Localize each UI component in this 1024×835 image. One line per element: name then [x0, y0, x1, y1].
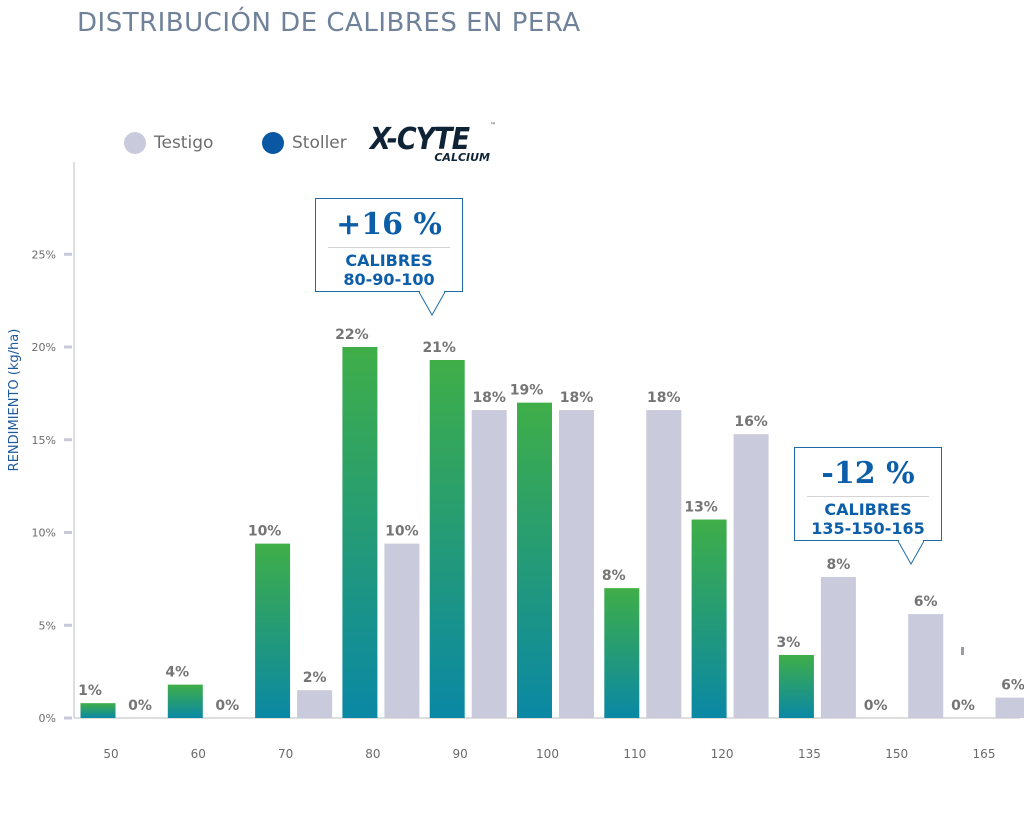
legend-swatch-stoller: [262, 132, 284, 154]
callout-decrease-line2: 135-150-165: [811, 519, 925, 538]
y-tick-mark: [64, 345, 72, 349]
bar-testigo-110: [646, 410, 682, 718]
legend-label-stoller: Stoller: [292, 133, 347, 153]
x-tick-label: 135: [798, 747, 821, 761]
y-tick-label: 15%: [32, 434, 56, 447]
x-tick-label: 70: [278, 747, 293, 761]
x-tick-label: 150: [885, 747, 908, 761]
data-label-stoller-90: 21%: [422, 340, 456, 356]
y-tick-mark: [64, 438, 72, 442]
brand-logo-sub: CALCIUM: [434, 151, 490, 164]
bar-stoller-135: [778, 654, 814, 718]
bar-testigo-165: [995, 697, 1024, 718]
data-label-testigo-90: 18%: [472, 390, 506, 406]
bar-testigo-90: [471, 410, 507, 718]
bar-stoller-100: [517, 402, 552, 718]
chart-bars: [80, 347, 1024, 718]
data-label-testigo-70: 2%: [303, 670, 327, 686]
callout-decrease-line1: CALIBRES: [824, 500, 912, 519]
stray-mark: [961, 647, 964, 655]
data-label-testigo-60: 0%: [215, 698, 239, 714]
data-label-stoller-165: 0%: [951, 698, 975, 714]
bar-testigo-135: [820, 577, 856, 718]
brand-logo-tm: ™: [490, 122, 496, 129]
data-label-testigo-135: 8%: [827, 557, 851, 573]
y-tick-label: 20%: [32, 341, 56, 354]
callout-divider: [328, 247, 450, 248]
callout-increase-percent: +16 %: [336, 207, 442, 242]
legend-label-testigo: Testigo: [154, 133, 214, 153]
data-label-testigo-150: 6%: [914, 594, 938, 610]
bar-stoller-90: [429, 359, 465, 718]
bar-stoller-60: [167, 684, 203, 718]
bar-stoller-80: [342, 347, 378, 718]
data-label-stoller-60: 4%: [165, 665, 189, 681]
callout-decrease: -12 % CALIBRES 135-150-165: [794, 447, 942, 566]
bar-stoller-110: [604, 588, 640, 718]
x-tick-label: 90: [453, 747, 468, 761]
x-tick-label: 100: [536, 747, 559, 761]
data-label-testigo-80: 10%: [385, 524, 419, 540]
callout-decrease-percent: -12 %: [821, 456, 915, 491]
bar-stoller-120: [691, 519, 727, 718]
data-label-stoller-150: 0%: [864, 698, 888, 714]
callout-increase-line1: CALIBRES: [345, 251, 433, 270]
bar-testigo-80: [384, 543, 420, 718]
data-label-stoller-120: 13%: [684, 500, 718, 516]
chart-title: DISTRIBUCIÓN DE CALIBRES EN PERA: [77, 8, 581, 38]
y-tick-label: 25%: [32, 248, 56, 261]
x-tick-label: 120: [711, 747, 734, 761]
legend-swatch-testigo: [124, 132, 146, 154]
y-tick-label: 10%: [32, 527, 56, 540]
data-label-stoller-135: 3%: [777, 635, 801, 651]
bar-testigo-150: [908, 614, 944, 718]
data-label-stoller-50: 1%: [78, 683, 102, 699]
bar-stoller-50: [80, 703, 116, 718]
chart-axes: 0% 5% 10% 15% 20% 25% 50 60 70 80 90 100 110 120 135 15…: [32, 162, 1020, 761]
y-tick-label: 0%: [39, 712, 56, 725]
x-tick-label: 165: [973, 747, 996, 761]
data-label-testigo-50: 0%: [128, 698, 152, 714]
data-label-stoller-100: 19%: [510, 383, 544, 399]
data-label-stoller-110: 8%: [602, 568, 626, 584]
data-label-testigo-100: 18%: [560, 390, 594, 406]
x-tick-label: 110: [623, 747, 646, 761]
x-tick-label: 50: [103, 747, 118, 761]
chart-data-labels: 1%0%4%0%10%2%22%10%21%18% 19% 18%8%18%13%1…: [78, 327, 1024, 714]
x-tick-label: 80: [365, 747, 380, 761]
callout-pointer: [898, 540, 924, 566]
callout-divider: [807, 496, 929, 497]
data-label-testigo-120: 16%: [734, 414, 768, 430]
callout-increase: +16 % CALIBRES 80-90-100: [315, 198, 463, 317]
data-label-stoller-80: 22%: [335, 327, 369, 343]
bar-testigo-70: [297, 690, 333, 718]
brand-logo: X-CYTE ™ CALCIUM: [370, 122, 500, 166]
data-label-testigo-110: 18%: [647, 390, 681, 406]
y-tick-mark: [64, 252, 72, 256]
bar-testigo-120: [733, 434, 769, 718]
y-tick-mark: [64, 623, 72, 627]
x-tick-label: 60: [191, 747, 206, 761]
bar-testigo-100: [559, 410, 594, 718]
callout-pointer: [419, 291, 445, 317]
y-tick-mark: [64, 531, 72, 534]
bar-stoller-70: [255, 543, 291, 718]
data-label-testigo-165: 6%: [1001, 678, 1024, 694]
y-axis-label: RENDIMIENTO (kg/ha): [7, 329, 22, 472]
brand-logo-name: X-CYTE: [370, 122, 470, 157]
y-tick-mark: [64, 716, 72, 720]
callout-increase-line2: 80-90-100: [343, 270, 435, 289]
data-label-stoller-70: 10%: [248, 524, 282, 540]
y-tick-label: 5%: [39, 619, 56, 632]
